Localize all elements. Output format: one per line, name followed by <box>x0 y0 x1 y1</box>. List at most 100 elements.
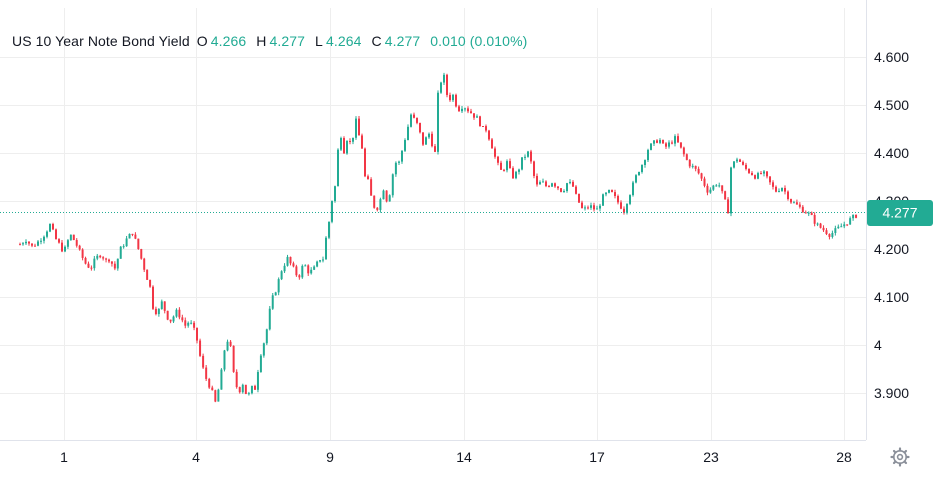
candle-body <box>154 308 157 315</box>
candle-body <box>804 212 807 214</box>
candle-body <box>434 146 436 152</box>
candle-body <box>790 199 792 203</box>
candle-body <box>828 234 831 237</box>
candle-body <box>840 226 843 228</box>
candle-body <box>763 171 765 174</box>
candle-body <box>232 345 235 372</box>
candle-body <box>108 259 110 262</box>
candle-body <box>410 114 412 127</box>
candle-body <box>152 286 154 309</box>
candle-body <box>819 223 822 228</box>
candle-body <box>623 208 625 213</box>
candle-body <box>784 187 786 192</box>
candle-body <box>301 265 304 278</box>
candle-body <box>388 195 391 202</box>
candle-body <box>398 161 400 163</box>
candle-body <box>650 143 652 150</box>
candle-body <box>560 188 562 192</box>
candle-body <box>730 167 732 214</box>
candle-body <box>596 208 598 210</box>
candle-body <box>521 157 523 170</box>
candle-body <box>55 229 57 240</box>
high-value: 4.277 <box>269 33 306 49</box>
candle-body <box>509 161 511 169</box>
candle-body <box>569 181 571 184</box>
candle-body <box>46 231 48 237</box>
candle-body <box>90 267 93 269</box>
candle-body <box>795 202 798 205</box>
candle-body <box>748 168 750 173</box>
candle-body <box>662 139 664 144</box>
candle-body <box>304 265 307 267</box>
candle-body <box>122 246 125 248</box>
candle-body <box>214 390 217 402</box>
candle-body <box>102 257 105 259</box>
candle-body <box>292 263 295 267</box>
gear-icon[interactable] <box>890 447 910 467</box>
candle-body <box>43 236 45 241</box>
candle-body <box>244 384 247 394</box>
y-tick-label: 4.100 <box>874 289 909 305</box>
candle-body <box>58 239 60 243</box>
candle-body <box>310 269 313 274</box>
candle-body <box>367 176 369 180</box>
candle-body <box>131 233 134 235</box>
candle-body <box>262 343 265 356</box>
candle-body <box>837 226 840 229</box>
candle-body <box>506 161 508 171</box>
candle-body <box>584 207 586 209</box>
candle-body <box>816 223 819 225</box>
candle-body <box>28 241 30 244</box>
candle-body <box>754 175 756 179</box>
candle-body <box>229 341 232 346</box>
candle-body <box>608 189 610 193</box>
y-tick-label: 4.400 <box>874 145 909 161</box>
candle-body <box>25 241 27 244</box>
candle-body <box>488 130 490 140</box>
candle-body <box>96 255 99 259</box>
candle-body <box>632 182 634 196</box>
candle-body <box>843 224 846 227</box>
candle-body <box>542 181 544 183</box>
candle-body <box>401 150 403 162</box>
candle-body <box>431 133 433 147</box>
x-tick-label: 17 <box>589 449 605 465</box>
candle-body <box>792 202 795 204</box>
candle-body <box>256 372 259 390</box>
candle-body <box>545 181 547 187</box>
candle-body <box>149 279 152 287</box>
candles <box>19 72 858 403</box>
candle-body <box>346 140 348 154</box>
candle-body <box>551 183 553 187</box>
candle-body <box>581 202 583 209</box>
candle-body <box>319 260 322 262</box>
candle-body <box>691 165 694 167</box>
candle-body <box>473 113 475 118</box>
candle-body <box>671 142 673 144</box>
candle-body <box>524 156 526 158</box>
candle-body <box>846 224 849 226</box>
candle-body <box>781 187 783 191</box>
candle-body <box>113 263 116 269</box>
candle-body <box>593 205 595 210</box>
candle-body <box>736 159 738 162</box>
candle-body <box>476 116 478 118</box>
candle-body <box>801 206 804 213</box>
x-tick-label: 14 <box>456 449 472 465</box>
candle-body <box>119 246 122 259</box>
candle-body <box>635 175 637 183</box>
candle-body <box>325 237 327 260</box>
candle-body <box>461 108 463 112</box>
candle-body <box>22 243 24 245</box>
candle-body <box>425 137 427 145</box>
candle-body <box>825 230 828 235</box>
candle-body <box>34 245 36 247</box>
candle-body <box>724 191 727 200</box>
candle-body <box>250 385 253 394</box>
candle-body <box>286 256 289 266</box>
candle-body <box>69 234 72 241</box>
candle-body <box>665 143 667 147</box>
candle-body <box>349 140 351 142</box>
